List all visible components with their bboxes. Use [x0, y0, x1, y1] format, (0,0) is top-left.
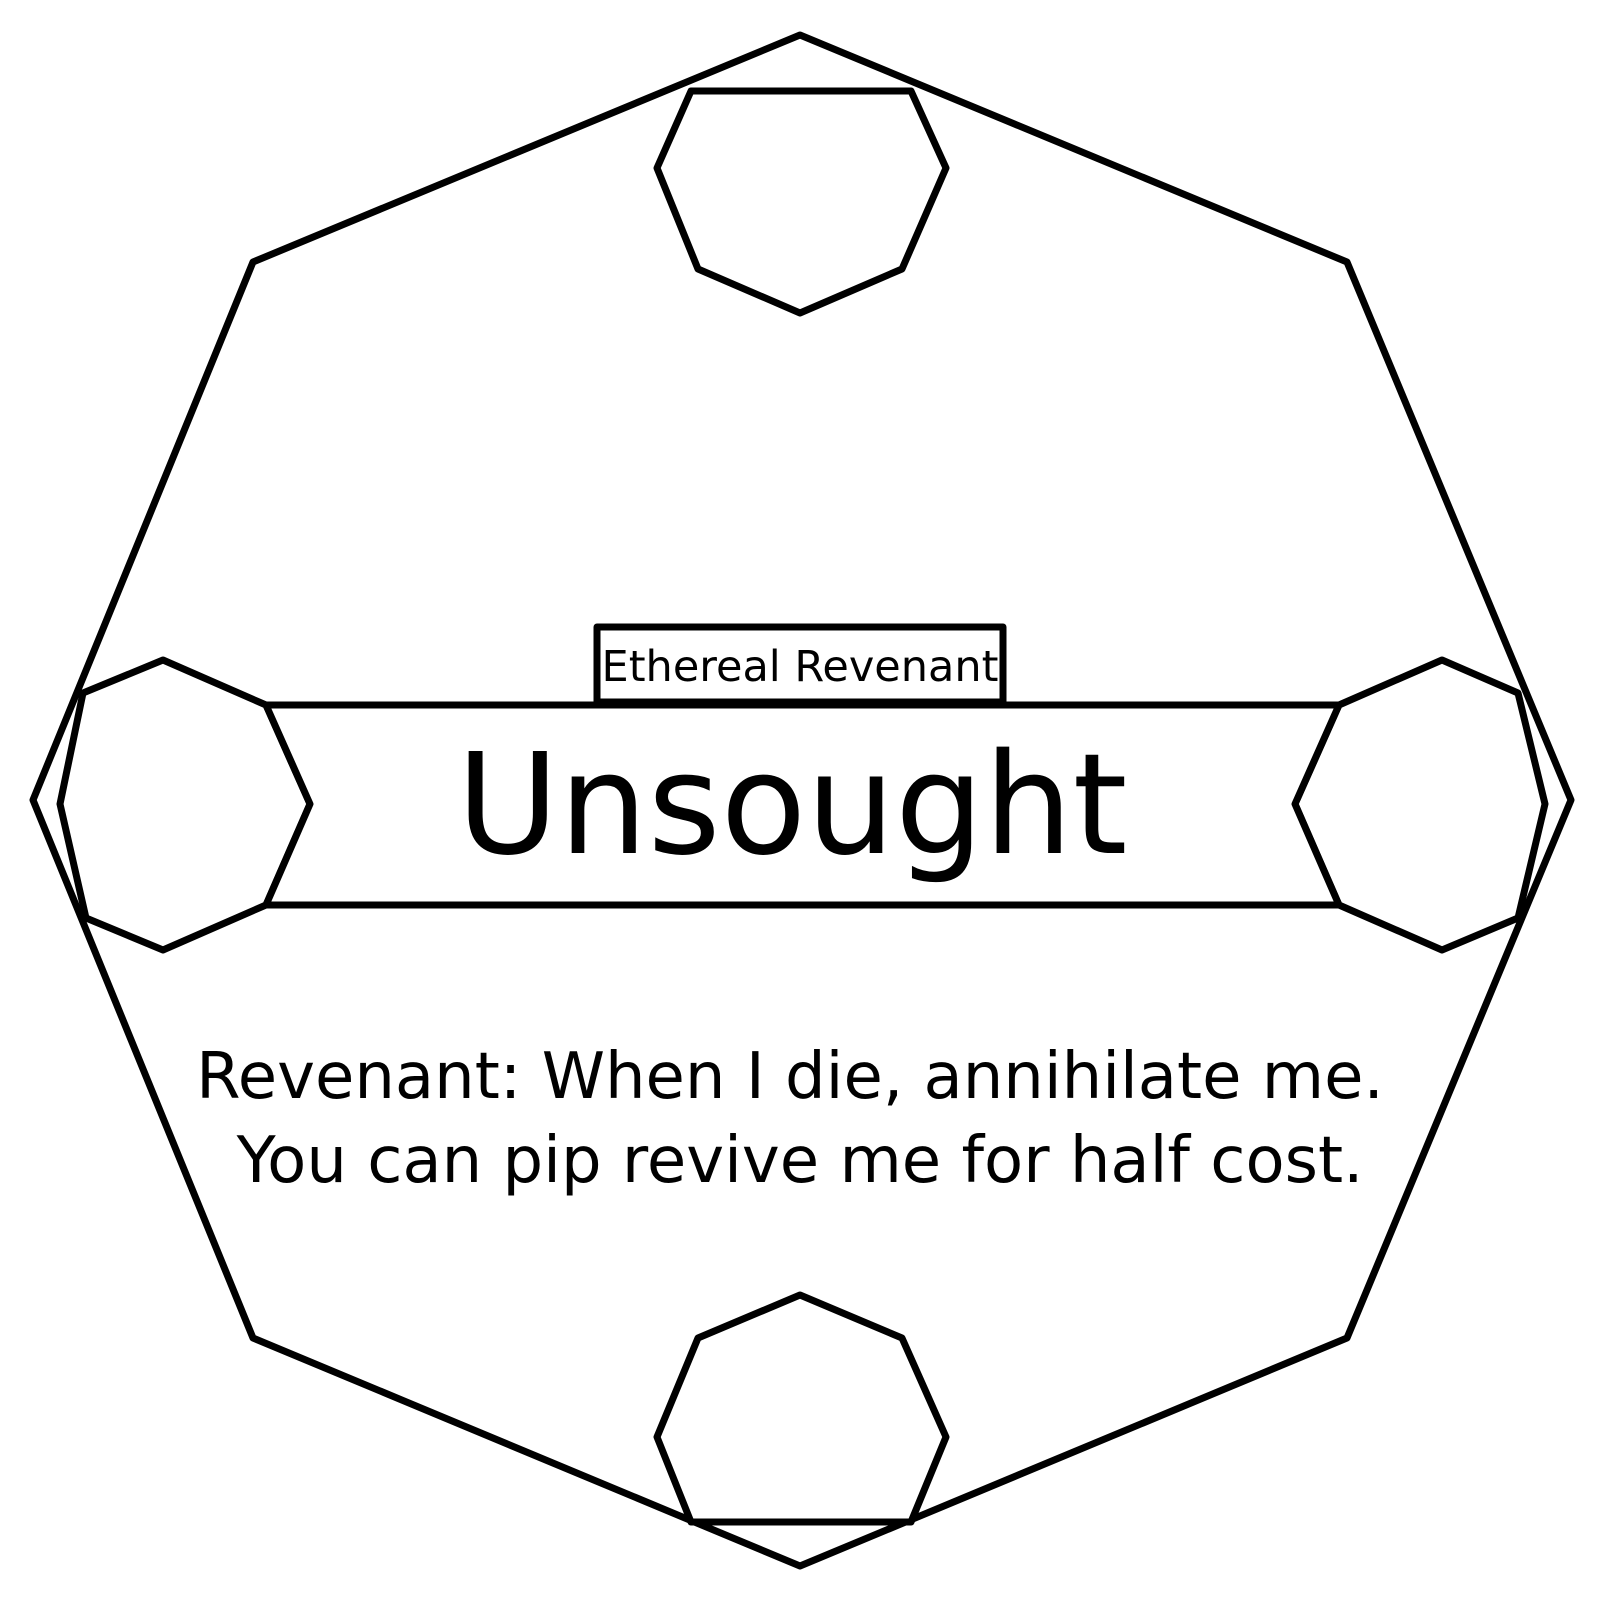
ability-keyword: Revenant:	[196, 1040, 521, 1114]
bottom-pip-socket	[653, 1291, 950, 1526]
name-banner	[262, 701, 1343, 909]
ability-text-line1: Revenant: When I die, annihilate me.	[196, 1040, 1384, 1114]
card-type-label: Ethereal Revenant	[602, 642, 999, 692]
ability-text-part1: When I die, annihilate me.	[521, 1040, 1384, 1114]
type-label-tab	[593, 623, 1007, 706]
card-name: Unsought	[456, 724, 1127, 887]
top-pip-socket	[653, 87, 950, 317]
ability-text-line2: You can pip revive me for half cost.	[236, 1124, 1364, 1198]
card-outer-octagon-border	[29, 31, 1575, 1570]
